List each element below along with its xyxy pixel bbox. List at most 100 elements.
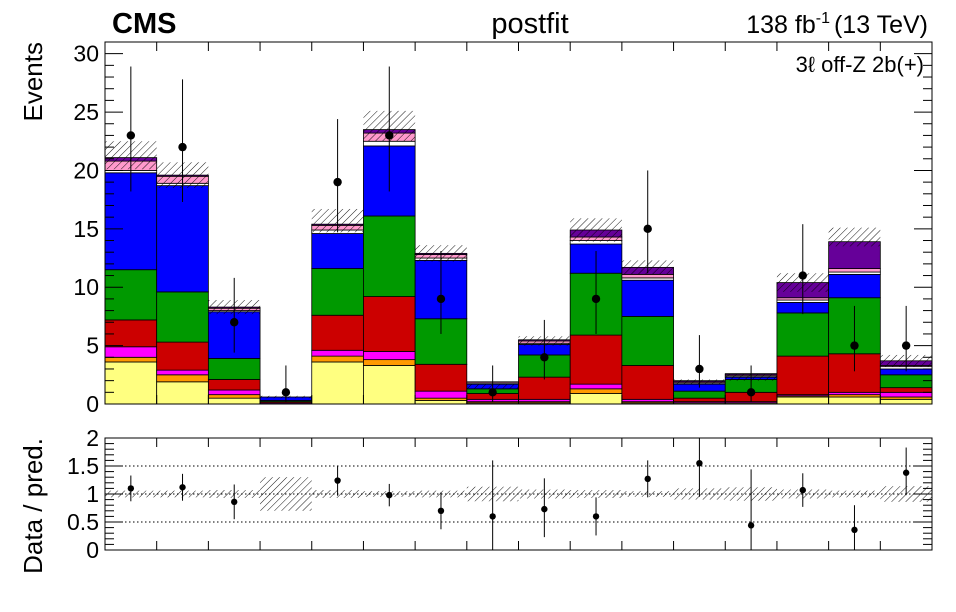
top-y-tick-label: 0 — [86, 391, 99, 417]
stack-segment — [879, 398, 933, 405]
stack-segment — [569, 383, 623, 390]
stack-segment — [156, 291, 209, 343]
lumi-exponent: -1 — [816, 10, 830, 27]
top-y-tick-label: 30 — [73, 41, 99, 67]
ratio-uncertainty-band — [260, 477, 312, 511]
data-point — [385, 131, 394, 140]
ratio-point — [334, 477, 341, 484]
stack-segment — [363, 365, 416, 405]
ratio-point — [747, 522, 755, 529]
stack-segment — [879, 391, 933, 398]
ratio-uncertainty-band — [828, 490, 881, 498]
data-point — [850, 341, 859, 350]
stack-segment — [414, 400, 468, 405]
ratio-point — [231, 498, 238, 506]
stack-segment — [776, 355, 830, 396]
data-point — [746, 388, 756, 397]
top-y-tick-label: 15 — [73, 216, 99, 242]
stack-segment — [828, 273, 881, 299]
top-stack-layer — [104, 129, 933, 405]
data-point — [436, 294, 446, 304]
ratio-point — [644, 475, 651, 483]
ratio-uncertainty-layer — [105, 477, 932, 511]
stack-segment — [569, 393, 623, 405]
ratio-point — [851, 526, 858, 534]
lumi-label: 138 fb-1 (13 TeV) — [746, 10, 928, 39]
ratio-point — [902, 469, 910, 476]
data-point — [126, 131, 136, 140]
stack-segment — [621, 365, 674, 400]
data-point — [488, 388, 497, 397]
stack-segment — [363, 359, 416, 366]
data-point — [695, 364, 704, 374]
data-point — [540, 353, 549, 362]
stack-segment — [621, 316, 674, 366]
data-point — [230, 318, 239, 327]
lumi-value: 138 fb — [746, 11, 816, 39]
stack-segment — [311, 314, 364, 351]
stack-segment — [104, 319, 158, 348]
stack-segment — [879, 387, 933, 393]
stack-segment — [673, 397, 726, 403]
stack-segment — [207, 358, 261, 380]
stack-segment — [156, 369, 209, 376]
stack-segment — [621, 273, 674, 279]
stack-segment — [621, 279, 674, 317]
stack-segment — [156, 374, 209, 383]
top-y-tick-label: 20 — [73, 157, 99, 183]
ratio-y-tick-label: 1 — [86, 481, 99, 507]
cms-label: CMS — [112, 8, 176, 40]
data-point — [333, 177, 342, 187]
stack-segment — [207, 379, 261, 391]
stack-segment — [207, 389, 261, 396]
stack-segment — [828, 396, 881, 405]
postfit-label: postfit — [491, 8, 568, 40]
stack-segment — [156, 185, 209, 293]
ratio-point — [437, 507, 445, 514]
stack-segment — [569, 334, 623, 385]
data-point — [798, 271, 807, 280]
stack-segment — [363, 215, 416, 297]
top-data-layer — [126, 66, 911, 402]
ratio-point — [592, 513, 600, 520]
top-x-ticks — [156, 42, 881, 404]
data-point — [901, 341, 911, 350]
stack-segment — [311, 361, 364, 405]
ratio-y-tick-label: 0.5 — [67, 509, 99, 535]
stack-segment — [104, 361, 158, 405]
stack-segment — [414, 390, 468, 399]
stack-segment — [776, 396, 830, 405]
stack-segment — [156, 381, 209, 405]
ratio-point — [799, 486, 806, 494]
stack-segment — [104, 356, 158, 363]
ratio-x-ticks — [156, 438, 881, 550]
stack-segment — [363, 296, 416, 352]
ratio-point — [489, 513, 496, 520]
data-point — [281, 388, 291, 397]
data-point — [591, 294, 601, 304]
stack-segment — [104, 269, 158, 321]
ratio-point — [541, 505, 548, 513]
ratio-y-tick-label: 2 — [86, 425, 99, 451]
stack-segment — [311, 349, 364, 357]
ratio-y-axis-title: Data / pred. — [18, 438, 48, 574]
stack-segment — [311, 355, 364, 363]
stack-segment — [156, 341, 209, 371]
stack-segment — [414, 363, 468, 392]
top-uncertainty-band — [828, 227, 881, 247]
stack-segment — [828, 268, 881, 273]
ratio-y-tick-label: 0 — [86, 537, 99, 563]
top-y-axis: 0 5 10 15 20 25 30 — [73, 41, 932, 417]
ratio-point — [386, 491, 393, 499]
ratio-y-axis: 00.511.52 — [67, 425, 932, 563]
ratio-point — [127, 485, 135, 492]
stack-segment — [673, 390, 726, 399]
ratio-panel: 00.511.52 — [67, 425, 933, 563]
top-y-tick-label: 5 — [86, 333, 99, 359]
stack-segment — [311, 233, 364, 269]
stack-segment — [518, 376, 571, 400]
region-label: 3ℓ off-Z 2b(+) — [796, 52, 924, 77]
top-y-tick-label: 10 — [73, 274, 99, 300]
ratio-uncertainty-band — [570, 490, 622, 498]
top-y-tick-label: 25 — [73, 99, 99, 125]
